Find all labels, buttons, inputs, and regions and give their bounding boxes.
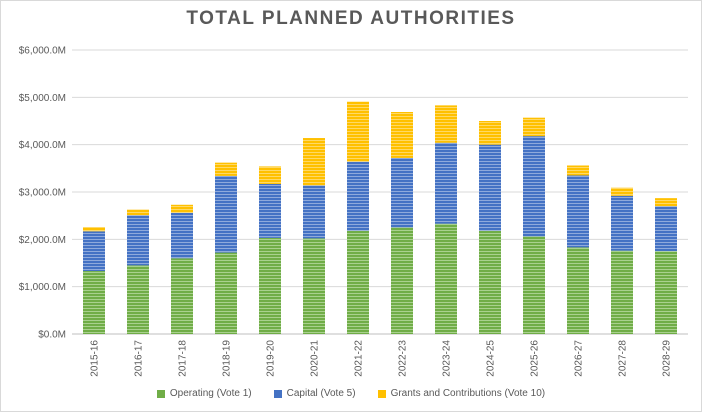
y-tick-label: $0.0M: [38, 330, 66, 341]
legend-swatch-operating: [156, 389, 165, 398]
x-tick-label: 2027-28: [618, 340, 629, 377]
bar-segment-grants: [523, 117, 545, 137]
bar-segment-capital: [127, 215, 149, 266]
bar-segment-operating: [83, 271, 105, 334]
bar-segment-operating: [391, 227, 413, 334]
y-tick-label: $5,000.0M: [19, 93, 66, 104]
bar-segment-grants: [171, 204, 193, 213]
bar-segment-capital: [259, 183, 281, 238]
bar-segment-operating: [171, 258, 193, 334]
bar-segment-operating: [347, 230, 369, 334]
y-tick-label: $3,000.0M: [19, 188, 66, 199]
bar-segment-grants: [567, 165, 589, 176]
x-tick-label: 2020-21: [310, 340, 321, 377]
bar-segment-operating: [127, 265, 149, 334]
bar-segment-capital: [171, 212, 193, 259]
bar-segment-operating: [215, 252, 237, 334]
x-tick-label: 2024-25: [486, 340, 497, 377]
bar-segment-grants: [83, 227, 105, 232]
bar-segment-grants: [611, 187, 633, 196]
legend-swatch-capital: [273, 389, 282, 398]
bar-segment-grants: [479, 121, 501, 145]
legend-label-grants: Grants and Contributions (Vote 10): [390, 388, 546, 399]
x-tick-label: 2028-29: [662, 340, 673, 377]
y-tick-label: $1,000.0M: [19, 282, 66, 293]
bar-segment-grants: [435, 105, 457, 143]
bar-segment-grants: [391, 112, 413, 158]
bar-segment-operating: [523, 236, 545, 334]
bar-segment-capital: [347, 161, 369, 231]
legend-swatch-grants: [377, 389, 386, 398]
legend-label-capital: Capital (Vote 5): [286, 388, 356, 399]
bar-segment-grants: [303, 138, 325, 186]
bar-segment-grants: [127, 209, 149, 216]
x-tick-label: 2026-27: [574, 340, 585, 377]
bar-segment-grants: [215, 162, 237, 176]
x-tick-label: 2022-23: [398, 340, 409, 377]
x-tick-label: 2015-16: [90, 340, 101, 377]
x-tick-label: 2018-19: [222, 340, 233, 377]
legend-label-operating: Operating (Vote 1): [169, 388, 252, 399]
legend-item-grants: Grants and Contributions (Vote 10): [377, 388, 546, 399]
x-tick-label: 2021-22: [354, 340, 365, 377]
bar-segment-capital: [391, 157, 413, 228]
bar-segment-capital: [303, 185, 325, 239]
bar-segment-operating: [655, 251, 677, 334]
bar-segment-capital: [83, 231, 105, 272]
bar-segment-capital: [523, 136, 545, 237]
y-tick-label: $2,000.0M: [19, 235, 66, 246]
bar-segment-capital: [611, 195, 633, 251]
chart-title: TOTAL PLANNED AUTHORITIES: [186, 8, 516, 29]
bar-segment-grants: [347, 101, 369, 162]
bar-segment-capital: [479, 144, 501, 231]
y-tick-label: $4,000.0M: [19, 140, 66, 151]
chart-legend: Operating (Vote 1) Capital (Vote 5) Gran…: [0, 388, 702, 399]
x-tick-label: 2017-18: [178, 340, 189, 377]
x-tick-label: 2023-24: [442, 340, 453, 377]
bar-segment-capital: [215, 175, 237, 253]
bar-segment-grants: [655, 198, 677, 207]
legend-item-capital: Capital (Vote 5): [273, 388, 356, 399]
bar-segment-capital: [435, 142, 457, 224]
x-tick-label: 2016-17: [134, 340, 145, 377]
bar-segment-operating: [303, 238, 325, 334]
bar-segment-capital: [567, 175, 589, 248]
x-tick-label: 2019-20: [266, 340, 277, 377]
bar-segment-grants: [259, 166, 281, 184]
bar-segment-operating: [435, 223, 457, 334]
y-tick-label: $6,000.0M: [19, 46, 66, 57]
bar-segment-operating: [611, 250, 633, 334]
bar-segment-operating: [259, 237, 281, 334]
bar-segment-operating: [479, 230, 501, 334]
legend-item-operating: Operating (Vote 1): [156, 388, 252, 399]
bar-segment-operating: [567, 247, 589, 334]
x-tick-label: 2025-26: [530, 340, 541, 377]
bar-segment-capital: [655, 206, 677, 252]
